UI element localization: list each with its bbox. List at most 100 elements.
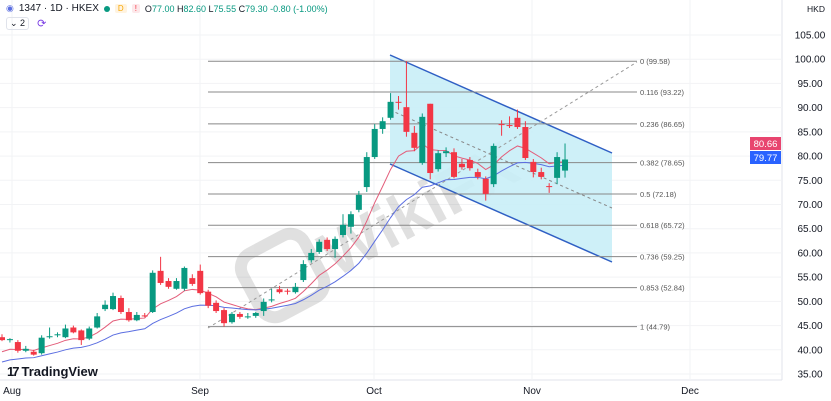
candle-body: [70, 327, 77, 333]
price-tick-label: 85.00: [797, 127, 822, 138]
candle-body: [213, 302, 220, 312]
candle-down: [205, 289, 212, 309]
candle-down: [70, 325, 77, 334]
price-tick-label: 60.00: [797, 248, 822, 259]
candle-body: [228, 313, 235, 323]
price-tick-label: 80.00: [797, 152, 822, 163]
refresh-icon[interactable]: ⟳: [37, 18, 47, 30]
candle-body: [554, 157, 561, 178]
candle-down: [482, 176, 489, 201]
candle-down: [403, 61, 410, 137]
candle-up: [268, 288, 275, 303]
candle-up: [22, 345, 29, 353]
candle-body: [339, 224, 346, 236]
fib-level-label: 0.853 (52.84): [640, 284, 685, 293]
candle-up: [435, 150, 442, 172]
candle-down: [466, 157, 473, 171]
candle-body: [300, 264, 307, 281]
price-tick-label: 40.00: [797, 345, 822, 356]
fib-level-label: 0 (99.58): [640, 57, 671, 66]
candle-body: [490, 145, 497, 185]
candle-body: [181, 267, 188, 289]
symbol-title[interactable]: 1347 · 1D · HKEX: [18, 3, 99, 14]
candle-body: [205, 291, 212, 306]
candle-down: [427, 103, 434, 180]
candle-body: [474, 172, 481, 177]
candle-body: [427, 103, 434, 174]
price-axis[interactable]: 35.00 40.00 45.00 50.00 55.00 60.00 65.00 70.00…: [795, 31, 826, 381]
fib-trend-line[interactable]: [207, 61, 638, 329]
candle-body: [86, 328, 93, 339]
candle-body: [347, 214, 354, 227]
time-tick-label: Oct: [366, 386, 382, 397]
candle-down: [78, 329, 85, 345]
fib-level-label: 0.736 (59.25): [640, 253, 685, 262]
candle-body: [133, 314, 140, 321]
candle-body: [46, 336, 53, 338]
time-axis[interactable]: Aug Sep Oct Nov Dec: [3, 386, 699, 397]
candle-down: [411, 126, 418, 152]
candle-body: [110, 296, 117, 310]
candle-body: [466, 159, 473, 169]
candle-up: [387, 93, 394, 120]
candle-down: [117, 295, 124, 314]
candle-up: [173, 278, 180, 290]
candle-down: [189, 274, 196, 286]
candle-down: [213, 300, 220, 313]
candle-up: [46, 327, 53, 339]
candle-down: [165, 278, 172, 289]
currency-label[interactable]: HKD: [807, 4, 825, 14]
symbol-legend: ◉ 1347 · 1D · HKEX D ! O77.00 H82.60 L75…: [6, 3, 328, 14]
price-tick-label: 75.00: [797, 176, 822, 187]
candle-down: [125, 308, 132, 322]
candle-down: [506, 116, 513, 128]
fib-level-label: 0.618 (65.72): [640, 221, 685, 230]
candle-body: [260, 301, 267, 312]
candle-body: [514, 117, 521, 128]
tradingview-logo-icon: 17: [7, 364, 20, 379]
data-delay-badge[interactable]: D: [114, 4, 127, 13]
time-tick-label: Sep: [191, 386, 209, 397]
fib-level-label: 0.382 (78.65): [640, 159, 685, 168]
candle-up: [316, 239, 323, 254]
candle-down: [395, 96, 402, 110]
candle-body: [451, 152, 458, 177]
alert-badge[interactable]: !: [131, 4, 140, 13]
channel-upper-line[interactable]: [389, 54, 613, 154]
candle-body: [522, 127, 529, 159]
candle-body: [221, 310, 228, 324]
price-tick-label: 55.00: [797, 273, 822, 284]
candle-down: [538, 167, 545, 180]
tradingview-logo[interactable]: 17 TradingView: [7, 364, 98, 379]
candle-body: [546, 186, 553, 188]
candle-body: [292, 286, 299, 293]
candle-down: [14, 340, 21, 353]
candle-up: [133, 312, 140, 322]
candle-up: [292, 282, 299, 294]
candle-body: [62, 328, 69, 338]
candle-body: [387, 101, 394, 118]
fib-level-label: 0.5 (72.18): [640, 190, 677, 199]
candle-down: [0, 334, 5, 342]
market-open-icon: [103, 5, 110, 12]
price-tick-label: 90.00: [797, 103, 822, 114]
candle-body: [268, 299, 275, 301]
candle-body: [252, 312, 259, 316]
candle-body: [411, 132, 418, 148]
candle-down: [546, 183, 553, 193]
candle-up: [371, 124, 378, 159]
collapse-indicators-button[interactable]: ⌄ 2: [6, 17, 30, 30]
candle-up: [6, 338, 13, 343]
channel-mid-line[interactable]: [389, 109, 613, 209]
candle-body: [244, 316, 251, 318]
regression-channel[interactable]: [389, 54, 613, 263]
candle-body: [102, 304, 109, 310]
candle-up: [332, 236, 339, 258]
fib-retracement[interactable]: 0 (99.58) 0.116 (93.22) 0.236 (86.65) 0.382…: [208, 57, 685, 332]
channel-lower-line[interactable]: [389, 163, 613, 263]
candle-up: [244, 312, 251, 319]
price-tick-label: 105.00: [795, 31, 826, 42]
candle-body: [54, 334, 61, 336]
candle-down: [284, 288, 291, 295]
